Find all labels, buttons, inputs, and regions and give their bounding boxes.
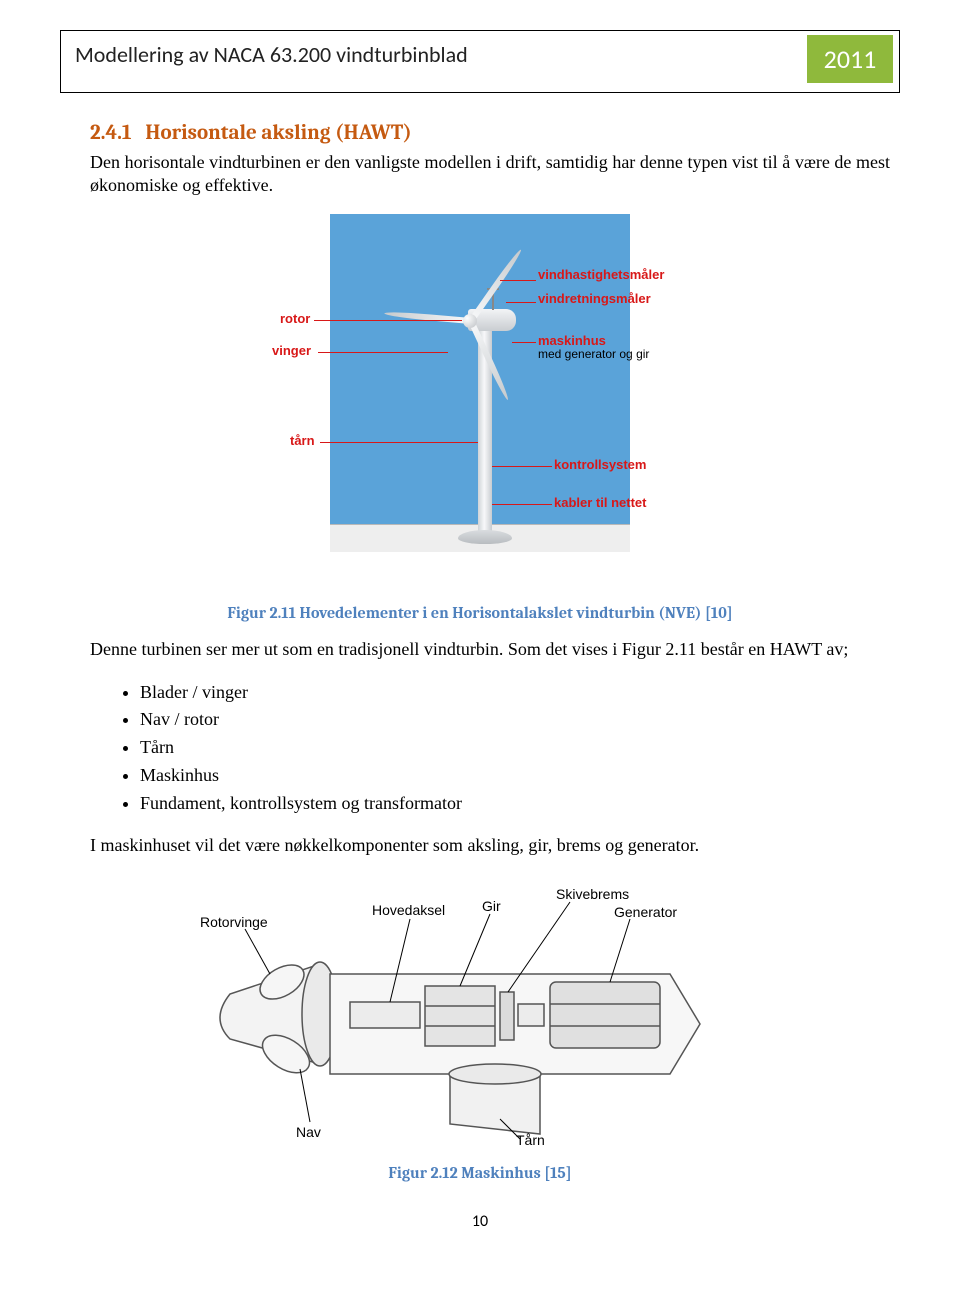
label-generator: Generator: [614, 904, 677, 920]
paragraph-2: Denne turbinen ser mer ut som en tradisj…: [90, 638, 890, 661]
callout-line: [492, 466, 552, 467]
document-header: Modellering av NACA 63.200 vindturbinbla…: [60, 30, 900, 93]
label-kabler: kabler til nettet: [554, 496, 646, 510]
label-nav: Nav: [296, 1124, 321, 1140]
list-item: Maskinhus: [140, 762, 900, 790]
list-item: Fundament, kontrollsystem og transformat…: [140, 790, 900, 818]
figure-caption-2: Figur 2.12 Maskinhus [15]: [60, 1164, 900, 1182]
figure-nacelle-drawing: Rotorvinge Nav Hovedaksel Gir Skivebrems…: [200, 874, 760, 1154]
section-title: Horisontale aksling (HAWT): [145, 121, 411, 145]
figure-turbine-diagram: rotor vinger tårn vindhastighetsmåler vi…: [210, 214, 750, 594]
label-vindretning: vindretningsmåler: [538, 292, 651, 306]
callout-line: [318, 352, 448, 353]
figure-caption-1: Figur 2.11 Hovedelementer i en Horisonta…: [60, 604, 900, 622]
callout-line: [314, 320, 462, 321]
list-item: Nav / rotor: [140, 706, 900, 734]
label-hovedaksel: Hovedaksel: [372, 902, 445, 918]
label-vinger: vinger: [272, 344, 311, 358]
label-maskinhus-top: maskinhus: [538, 333, 606, 348]
list-item: Blader / vinger: [140, 679, 900, 707]
diagram-hub: [463, 314, 477, 328]
year-box-container: 2011: [807, 31, 899, 92]
callout-line: [512, 342, 536, 343]
list-item: Tårn: [140, 734, 900, 762]
label-maskinhus: maskinhus med generator og gir: [538, 334, 649, 360]
bullet-list: Blader / vinger Nav / rotor Tårn Maskinh…: [140, 679, 900, 818]
header-year: 2011: [807, 35, 893, 83]
label-kontrollsystem: kontrollsystem: [554, 458, 646, 472]
section-number: 2.4.1: [90, 121, 132, 145]
label-tarn: tårn: [290, 434, 315, 448]
page-number: 10: [60, 1212, 900, 1231]
section-heading: 2.4.1 Horisontale aksling (HAWT): [90, 121, 900, 145]
label-skivebrems: Skivebrems: [556, 886, 629, 902]
paragraph-3: I maskinhuset vil det være nøkkelkompone…: [90, 834, 890, 857]
header-title: Modellering av NACA 63.200 vindturbinbla…: [61, 31, 807, 92]
label-maskinhus-sub: med generator og gir: [538, 348, 649, 361]
label-rotorvinge: Rotorvinge: [200, 914, 268, 930]
callout-line: [492, 504, 552, 505]
label-gir: Gir: [482, 898, 501, 914]
callout-line: [320, 442, 478, 443]
label-vindhastighet: vindhastighetsmåler: [538, 268, 664, 282]
label-tarn-2: Tårn: [516, 1132, 545, 1148]
callout-line: [500, 280, 536, 281]
diagram-base: [458, 530, 512, 544]
callout-line: [506, 302, 536, 303]
paragraph-intro: Den horisontale vindturbinen er den vanl…: [90, 151, 890, 196]
label-rotor: rotor: [280, 312, 310, 326]
